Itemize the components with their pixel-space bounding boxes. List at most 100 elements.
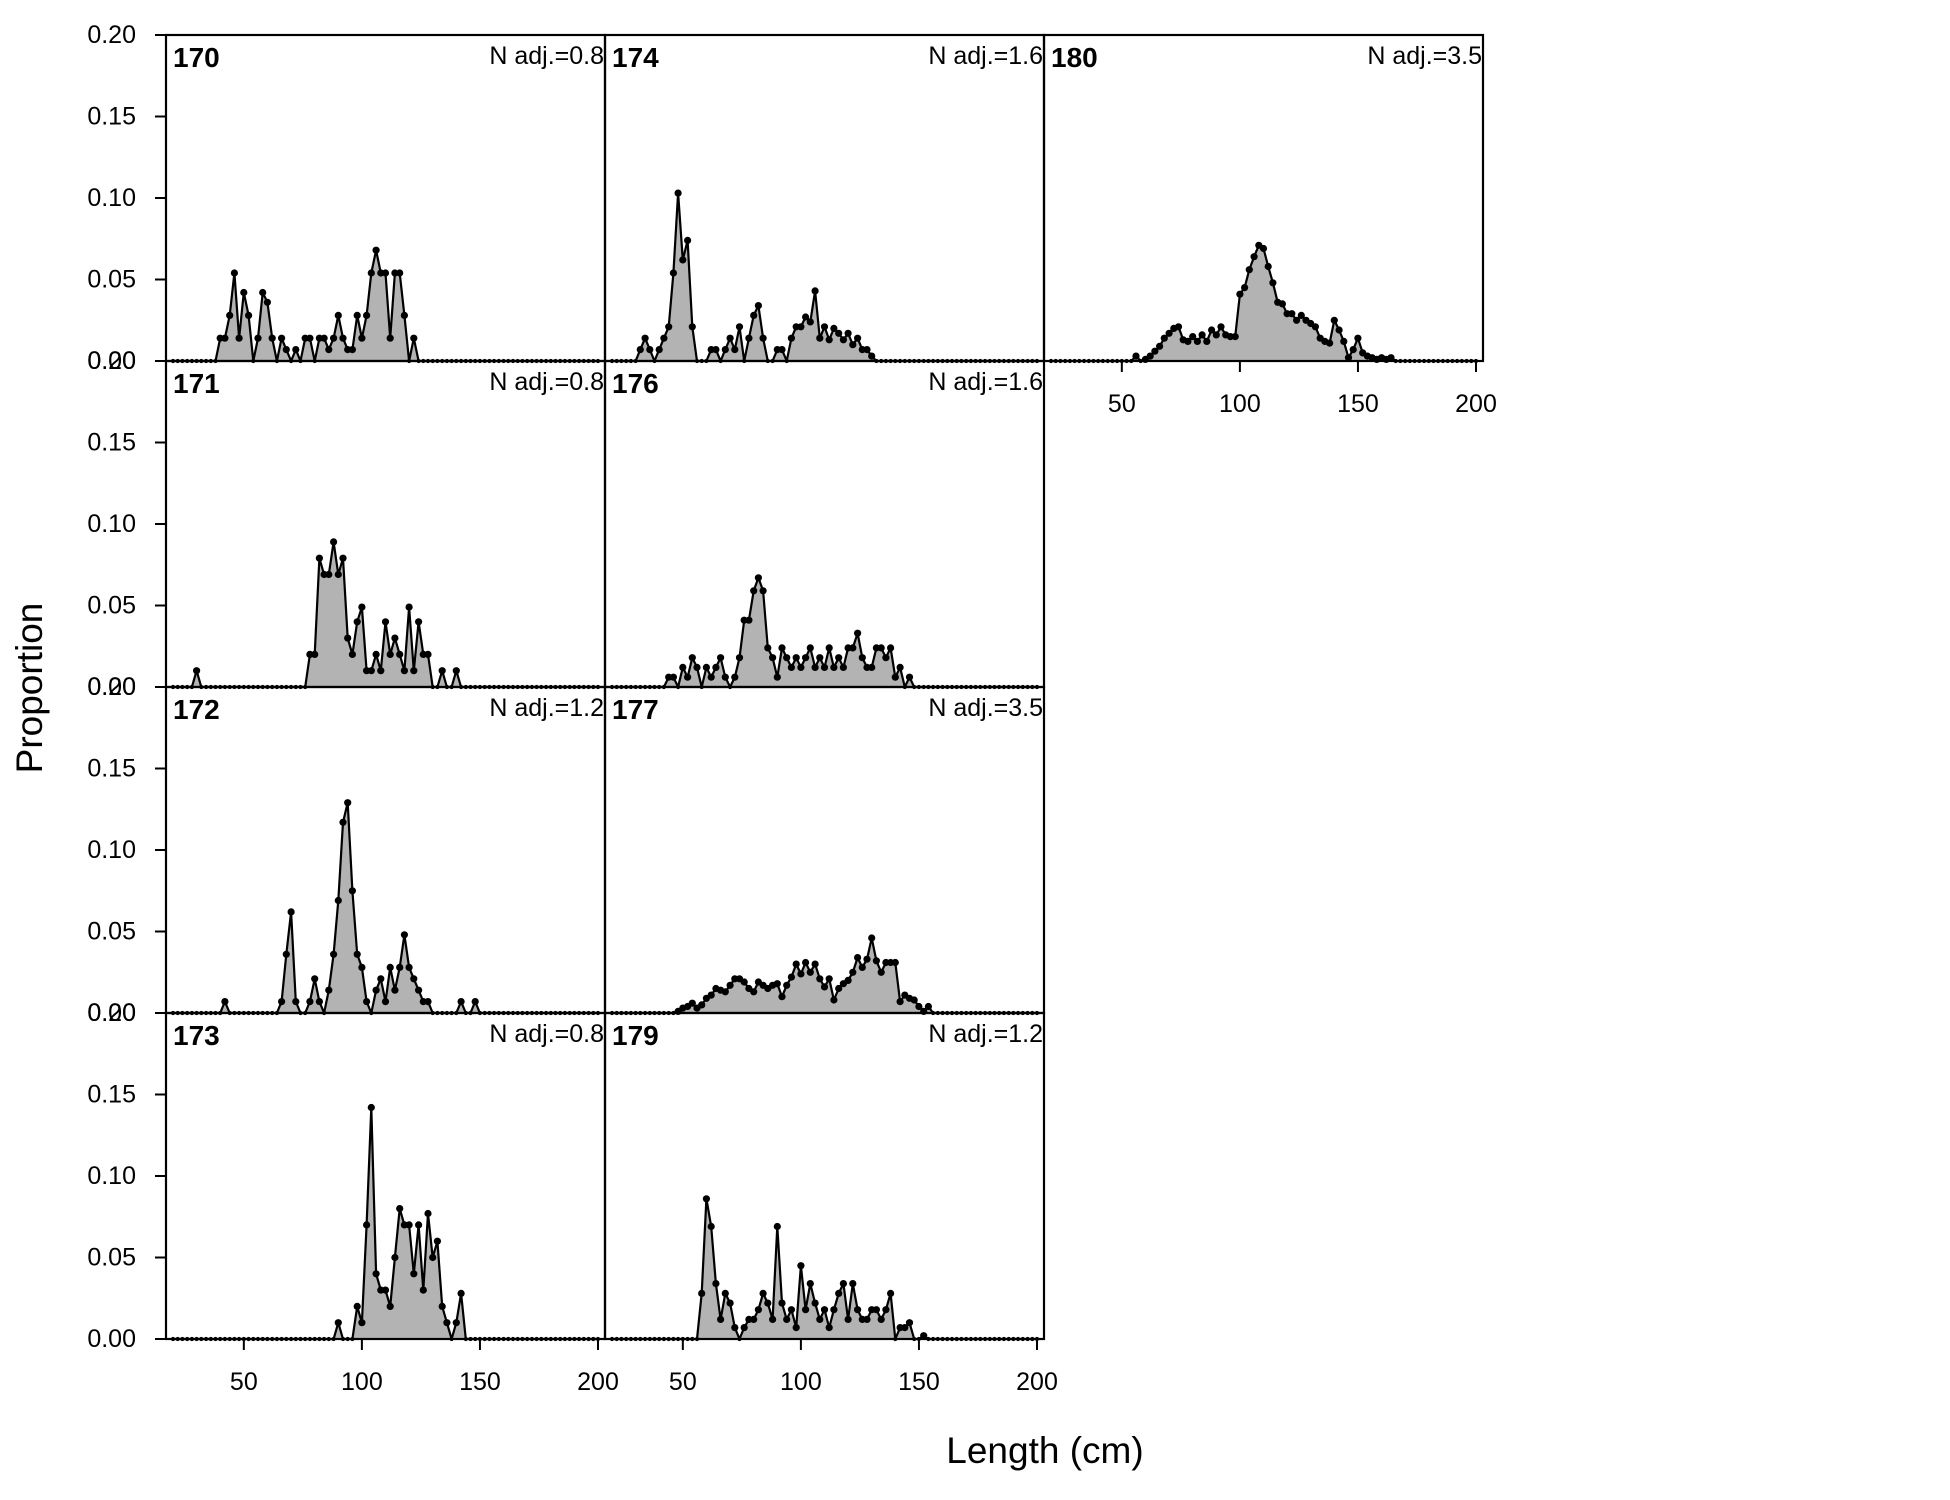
data-point-171-33 (325, 570, 333, 579)
series-line-172 (173, 801, 598, 1015)
data-point-176-55 (868, 663, 876, 672)
data-point-179-31 (754, 1306, 763, 1314)
data-point-172-50 (405, 963, 413, 972)
x-tick-label-179-0: 50 (669, 1368, 697, 1396)
data-point-173-52 (415, 1221, 423, 1229)
data-point-180-62 (1340, 337, 1348, 345)
data-point-170-45 (381, 269, 390, 277)
data-point-179-47 (830, 1306, 838, 1314)
data-point-172-64 (471, 998, 479, 1006)
data-point-174-6 (636, 346, 644, 354)
data-point-171-30 (311, 650, 319, 659)
data-point-171-31 (315, 554, 323, 562)
data-point-173-51 (410, 1270, 418, 1278)
data-point-179-35 (773, 1222, 781, 1231)
data-point-177-19 (698, 1001, 706, 1009)
panel-170: 170 N adj.=0.8 (164, 33, 607, 364)
data-point-180-34 (1208, 326, 1216, 334)
data-point-171-57 (438, 667, 446, 675)
data-point-179-48 (835, 1289, 843, 1297)
data-point-176-37 (783, 654, 791, 662)
series-area-177 (612, 938, 1037, 1013)
data-point-179-54 (863, 1315, 871, 1323)
data-point-176-33 (764, 644, 772, 652)
data-point-173-47 (391, 1253, 399, 1262)
data-point-174-31 (754, 302, 763, 310)
x-tick-label-179-3: 200 (1016, 1368, 1058, 1396)
x-tick-label-179-2: 150 (898, 1368, 940, 1396)
data-point-174-7 (641, 334, 649, 342)
data-point-172-43 (372, 986, 380, 994)
panel-nadj-180: N adj.=3.5 (1367, 42, 1482, 70)
data-point-179-52 (854, 1306, 862, 1314)
data-point-170-20 (263, 298, 271, 306)
x-tick-label-180-0: 50 (1108, 390, 1136, 418)
data-point-177-37 (783, 981, 791, 989)
data-point-174-46 (825, 336, 833, 344)
data-point-177-25 (726, 981, 734, 989)
data-point-176-49 (839, 663, 848, 672)
data-point-171-51 (410, 667, 418, 675)
data-point-170-32 (320, 334, 328, 342)
data-point-174-16 (684, 236, 692, 244)
data-point-176-20 (702, 663, 711, 672)
data-point-172-47 (391, 986, 399, 994)
data-point-180-61 (1335, 326, 1343, 334)
y-tick-label-173-4: 0.20 (87, 999, 136, 1027)
data-point-173-43 (372, 1270, 380, 1278)
data-point-176-21 (707, 673, 715, 681)
data-point-177-41 (802, 958, 810, 967)
y-tick-label-170-3: 0.15 (87, 103, 136, 131)
data-point-179-28 (740, 1324, 748, 1332)
data-point-171-47 (391, 634, 399, 642)
data-point-172-52 (415, 986, 423, 994)
data-point-179-45 (820, 1306, 829, 1314)
data-point-179-57 (877, 1315, 885, 1323)
panel-nadj-176: N adj.=1.6 (928, 368, 1043, 396)
x-tick-label-173-3: 200 (577, 1368, 619, 1396)
data-point-176-39 (792, 654, 800, 662)
data-point-179-56 (872, 1306, 881, 1314)
data-point-176-61 (896, 663, 904, 672)
data-point-180-51 (1288, 310, 1296, 318)
data-point-179-49 (839, 1280, 848, 1288)
data-point-176-51 (849, 644, 857, 652)
data-point-176-35 (773, 673, 781, 681)
data-point-174-36 (778, 346, 786, 354)
y-tick-label-171-1: 0.05 (87, 592, 136, 620)
data-point-176-44 (816, 654, 824, 662)
data-point-179-37 (783, 1315, 791, 1323)
data-point-174-42 (806, 318, 814, 326)
data-point-173-48 (396, 1205, 404, 1213)
y-tick-label-172-1: 0.05 (87, 918, 136, 946)
data-point-170-48 (396, 269, 404, 277)
data-point-170-19 (259, 288, 267, 297)
data-point-180-59 (1326, 339, 1334, 347)
data-point-180-25 (1165, 329, 1173, 337)
data-point-174-51 (849, 341, 857, 349)
data-point-174-52 (854, 334, 862, 342)
data-point-173-45 (381, 1286, 390, 1294)
data-point-172-30 (311, 975, 319, 983)
data-point-174-48 (835, 329, 843, 337)
y-tick-label-171-0: 0.00 (87, 673, 136, 701)
data-point-177-56 (872, 957, 881, 965)
data-point-172-61 (457, 998, 465, 1006)
data-point-177-60 (891, 958, 899, 967)
data-point-179-32 (759, 1289, 767, 1297)
data-point-173-54 (424, 1209, 432, 1218)
data-point-176-38 (787, 663, 796, 672)
data-point-179-62 (901, 1324, 909, 1332)
data-point-179-25 (726, 1299, 734, 1307)
data-point-180-64 (1349, 346, 1357, 354)
data-point-176-31 (754, 574, 763, 582)
data-point-179-36 (778, 1299, 786, 1307)
data-point-171-38 (348, 650, 356, 659)
data-point-177-30 (750, 988, 758, 996)
data-point-177-17 (688, 999, 696, 1007)
y-tick-label-170-2: 0.10 (87, 184, 136, 212)
panel-id-176: 176 (612, 368, 659, 399)
y-tick-label-173-1: 0.05 (87, 1244, 136, 1272)
data-point-176-47 (830, 663, 838, 672)
